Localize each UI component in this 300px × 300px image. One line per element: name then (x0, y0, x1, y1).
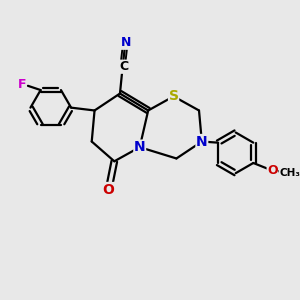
Text: O: O (103, 182, 115, 197)
Text: N: N (121, 36, 131, 49)
Text: O: O (267, 164, 278, 176)
Text: N: N (196, 134, 208, 148)
Text: S: S (169, 89, 178, 103)
Text: CH₃: CH₃ (280, 168, 300, 178)
Text: F: F (17, 78, 26, 91)
Text: N: N (134, 140, 146, 154)
Text: C: C (119, 60, 128, 73)
